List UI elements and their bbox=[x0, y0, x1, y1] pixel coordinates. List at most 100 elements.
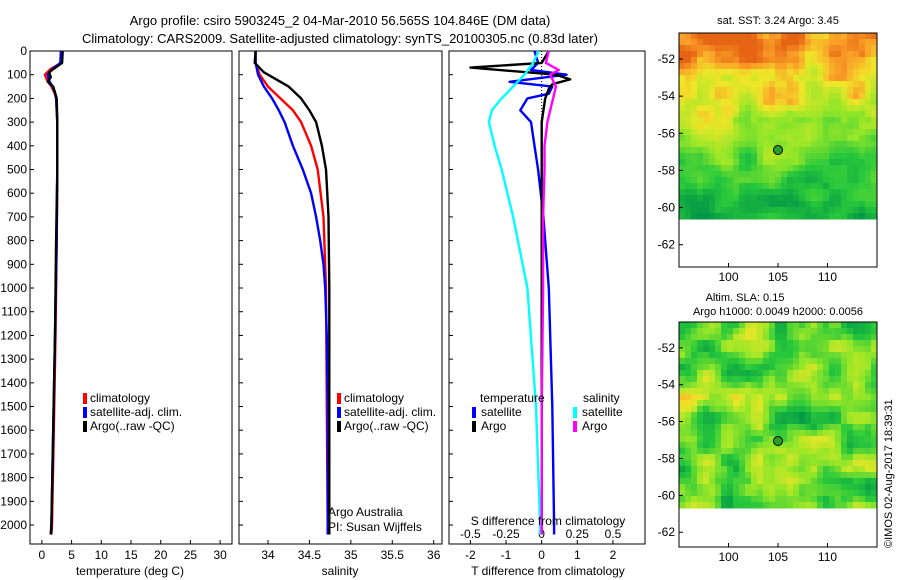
map-x-tick-label: 110 bbox=[818, 270, 837, 284]
figure-title-line2: Climatology: CARS2009. Satellite-adjuste… bbox=[82, 31, 598, 46]
map-cell bbox=[715, 201, 722, 208]
map-cell bbox=[715, 99, 722, 106]
map-cell bbox=[859, 358, 866, 365]
map-cell bbox=[853, 322, 860, 329]
map-cell bbox=[709, 153, 716, 160]
map-cell bbox=[829, 141, 836, 148]
map-cell bbox=[685, 201, 692, 208]
map-cell bbox=[805, 81, 812, 88]
map-cell bbox=[769, 159, 776, 166]
map-cell bbox=[751, 478, 758, 485]
map-cell bbox=[859, 39, 866, 46]
map-cell bbox=[739, 171, 746, 178]
map-cell bbox=[853, 147, 860, 154]
map-cell bbox=[853, 442, 860, 449]
map-cell bbox=[841, 141, 848, 148]
map-cell bbox=[727, 490, 734, 497]
map-y-tick-label: -52 bbox=[658, 341, 676, 355]
map-cell bbox=[769, 334, 776, 341]
map-cell bbox=[703, 195, 710, 202]
map-cell bbox=[835, 358, 842, 365]
map-cell bbox=[733, 207, 740, 214]
map-cell bbox=[865, 496, 872, 503]
map-cell bbox=[829, 105, 836, 112]
map-cell bbox=[847, 436, 854, 443]
map-cell bbox=[823, 406, 830, 413]
map-cell bbox=[697, 472, 704, 479]
map-cell bbox=[733, 63, 740, 70]
map-cell bbox=[757, 153, 764, 160]
map-cell bbox=[835, 159, 842, 166]
map-cell bbox=[727, 472, 734, 479]
map-cell bbox=[871, 358, 878, 365]
difference-legend: temperature salinity satellite Argo sate… bbox=[472, 391, 623, 433]
map-cell bbox=[709, 460, 716, 467]
series-line-argo-raw-qc- bbox=[46, 50, 64, 535]
map-cell bbox=[817, 207, 824, 214]
map-cell bbox=[751, 171, 758, 178]
map-cell bbox=[787, 460, 794, 467]
map-cell bbox=[751, 135, 758, 142]
map-cell bbox=[697, 207, 704, 214]
map-cell bbox=[793, 117, 800, 124]
map-cell bbox=[769, 394, 776, 401]
map-cell bbox=[859, 466, 866, 473]
map-cell bbox=[823, 87, 830, 94]
series-line-satellite-adj-clim- bbox=[254, 51, 329, 535]
map-cell bbox=[817, 322, 824, 329]
map-cell bbox=[721, 99, 728, 106]
map-cell bbox=[703, 466, 710, 473]
map-cell bbox=[691, 159, 698, 166]
map-cell bbox=[817, 496, 824, 503]
map-cell bbox=[685, 93, 692, 100]
map-cell bbox=[775, 69, 782, 76]
map-cell bbox=[685, 105, 692, 112]
map-cell bbox=[679, 364, 686, 371]
map-cell bbox=[733, 123, 740, 130]
map-cell bbox=[865, 81, 872, 88]
map-cell bbox=[829, 75, 836, 82]
map-cell bbox=[775, 412, 782, 419]
map-cell bbox=[769, 460, 776, 467]
map-cell bbox=[715, 436, 722, 443]
map-cell bbox=[769, 141, 776, 148]
map-cell bbox=[739, 189, 746, 196]
map-cell bbox=[859, 81, 866, 88]
map-cell bbox=[871, 388, 878, 395]
map-cell bbox=[859, 189, 866, 196]
map-cell bbox=[793, 183, 800, 190]
series-line-salinity-satellite bbox=[487, 50, 542, 535]
map-cell bbox=[835, 400, 842, 407]
map-cell bbox=[709, 129, 716, 136]
map-cell bbox=[697, 69, 704, 76]
map-cell bbox=[871, 105, 878, 112]
map-cell bbox=[769, 63, 776, 70]
map-cell bbox=[727, 430, 734, 437]
map-cell bbox=[841, 322, 848, 329]
map-cell bbox=[739, 213, 746, 220]
map-cell bbox=[763, 99, 770, 106]
map-cell bbox=[739, 436, 746, 443]
map-cell bbox=[793, 376, 800, 383]
map-cell bbox=[799, 382, 806, 389]
map-cell bbox=[721, 33, 728, 40]
map-cell bbox=[805, 207, 812, 214]
map-cell bbox=[811, 448, 818, 455]
map-cell bbox=[787, 346, 794, 353]
map-cell bbox=[757, 388, 764, 395]
map-cell bbox=[817, 424, 824, 431]
map-cell bbox=[817, 394, 824, 401]
map-cell bbox=[823, 165, 830, 172]
map-cell bbox=[817, 39, 824, 46]
map-cell bbox=[751, 39, 758, 46]
map-cell bbox=[709, 484, 716, 491]
map-cell bbox=[829, 358, 836, 365]
map-cell bbox=[733, 460, 740, 467]
map-cell bbox=[697, 213, 704, 220]
map-cell bbox=[841, 394, 848, 401]
map-cell bbox=[811, 183, 818, 190]
map-cell bbox=[745, 105, 752, 112]
temperature-legend: climatology satellite-adj. clim. Argo(..… bbox=[83, 391, 182, 433]
map-cell bbox=[787, 87, 794, 94]
map-cell bbox=[733, 177, 740, 184]
